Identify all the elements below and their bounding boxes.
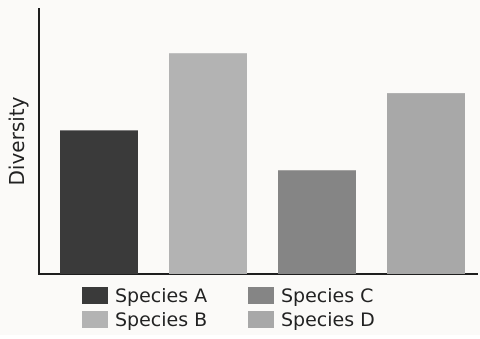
legend: Species A Species C Species B Species D (82, 285, 375, 331)
legend-swatch-species-a (82, 287, 108, 304)
legend-label-species-b: Species B (115, 309, 207, 331)
y-axis-label: Diversity (5, 96, 29, 185)
legend-swatch-species-d (248, 311, 274, 328)
bar-species-c (278, 170, 356, 274)
legend-swatch-species-b (82, 311, 108, 328)
legend-label-species-d: Species D (281, 309, 375, 331)
bar-species-d (387, 93, 465, 275)
bar-species-b (169, 53, 247, 274)
legend-label-species-a: Species A (115, 285, 207, 307)
bar-species-a (60, 130, 138, 274)
bars (60, 53, 465, 275)
legend-label-species-c: Species C (281, 285, 373, 307)
legend-swatch-species-c (248, 287, 274, 304)
